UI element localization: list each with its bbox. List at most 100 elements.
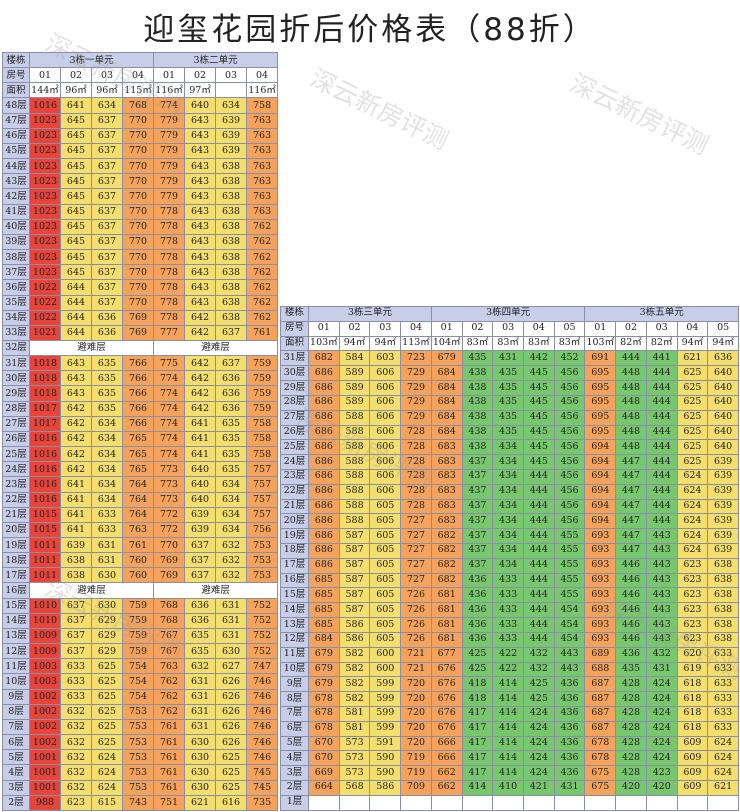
room-row: 房号 01 02 03 04 01 02 03 04 — [2, 67, 279, 84]
price-cell: 448 — [615, 365, 647, 382]
price-cell: 643 — [184, 279, 217, 296]
price-cell: 605 — [369, 587, 402, 604]
price-cell: 746 — [246, 734, 279, 751]
price-cell: 1002 — [29, 718, 61, 736]
room-number: 03 — [91, 67, 123, 84]
floor-row: 7层 678 581 599 720 676 417 414 424 436 687 428 424 61… — [280, 705, 739, 722]
price-cell: 589 — [338, 365, 371, 382]
price-cell: 626 — [215, 734, 248, 751]
floor-row: 29层 1018 643 635 766 774 642 636 759 — [2, 385, 279, 402]
price-cell: 456 — [553, 409, 586, 426]
room-label: 房号 — [2, 67, 30, 84]
floor-row: 42层 1023 645 637 770 779 643 638 763 — [2, 188, 279, 205]
price-cell: 681 — [430, 631, 463, 648]
price-cell: 686 — [308, 528, 340, 544]
room-number: 01 — [584, 320, 617, 337]
price-cell: 720 — [400, 735, 432, 752]
price-cell: 726 — [400, 631, 432, 648]
price-cell: 770 — [121, 264, 155, 281]
refuge-floor: 避难层 — [153, 339, 279, 357]
price-cell: 438 — [461, 365, 494, 382]
price-cell: 626 — [215, 688, 248, 705]
floor-label: 25层 — [2, 446, 30, 463]
price-cell: 645 — [60, 158, 92, 175]
floor-label: 4层 — [280, 750, 309, 767]
price-cell: 589 — [338, 380, 371, 396]
price-cell: 766 — [121, 355, 155, 372]
price-cell: 670 — [308, 735, 340, 752]
price-cell: 446 — [615, 602, 647, 619]
price-cell: 764 — [121, 491, 155, 508]
floor-label: 46层 — [2, 127, 30, 144]
price-cell: 694 — [584, 483, 617, 500]
price-cell: 632 — [215, 552, 248, 569]
floor-row: 31层 682 584 603 723 679 435 431 442 452 691 444 441 6… — [280, 350, 739, 367]
price-cell: 624 — [676, 483, 709, 500]
price-cell: 609 — [676, 765, 709, 781]
price-cell: 625 — [676, 394, 709, 411]
price-cell: 606 — [369, 424, 402, 441]
unit-area: 83㎡ — [522, 335, 555, 352]
price-cell: 605 — [369, 572, 402, 589]
floor-row: 31层 1018 643 635 766 775 642 637 759 — [2, 355, 279, 372]
floor-label: 36层 — [2, 279, 30, 296]
price-cell: 681 — [430, 617, 463, 633]
price-cell: 691 — [584, 350, 617, 367]
price-cell: 643 — [60, 370, 92, 387]
unit-area: 82㎡ — [615, 335, 647, 352]
price-cell: 679 — [430, 350, 463, 367]
building-label: 楼栋 — [280, 306, 309, 322]
price-cell: 686 — [308, 513, 340, 530]
price-cell: 414 — [492, 720, 524, 737]
price-cell: 638 — [60, 552, 92, 569]
price-cell: 767 — [153, 643, 186, 660]
price-cell: 757 — [246, 506, 279, 523]
price-cell: 633 — [91, 506, 123, 523]
price-cell: 621 — [707, 780, 739, 796]
floor-label: 24层 — [2, 461, 30, 478]
floor-label: 22层 — [2, 491, 30, 508]
price-cell: 747 — [246, 658, 279, 675]
room-label: 房号 — [280, 320, 309, 337]
price-cell: 637 — [91, 233, 123, 251]
price-cell: 456 — [553, 394, 586, 411]
floor-row: 3层 1001 632 624 753 761 630 625 745 — [2, 779, 279, 796]
price-cell: 636 — [707, 350, 739, 367]
price-cell: 641 — [60, 97, 92, 114]
price-cell: 762 — [246, 218, 279, 235]
room-number: 02 — [461, 320, 494, 337]
price-cell: 758 — [246, 430, 279, 448]
floor-row: 1层 — [280, 794, 739, 811]
price-cell: 586 — [338, 631, 371, 648]
floor-row: 28层 1017 642 635 766 774 642 636 759 — [2, 400, 279, 417]
price-cell: 589 — [338, 394, 371, 411]
unit-area: 96㎡ — [60, 82, 92, 99]
price-cell: 686 — [308, 557, 340, 574]
price-cell: 638 — [707, 631, 739, 648]
floor-label: 39层 — [2, 233, 30, 251]
floor-label: 31层 — [2, 355, 30, 372]
price-cell: 630 — [184, 779, 217, 796]
price-cell: 757 — [246, 491, 279, 508]
price-cell: 684 — [430, 424, 463, 441]
room-number: 01 — [430, 320, 463, 337]
price-cell: 425 — [522, 691, 555, 707]
price-cell: 605 — [369, 528, 402, 544]
price-cell: 444 — [645, 394, 678, 411]
price-cell: 436 — [553, 691, 586, 707]
price-cell: 746 — [246, 673, 279, 690]
price-cell: 636 — [91, 309, 123, 326]
price-cell: 637 — [91, 112, 123, 129]
price-cell: 428 — [615, 691, 647, 707]
price-cell: 448 — [615, 424, 647, 441]
price-cell: 687 — [584, 691, 617, 707]
price-cell: 752 — [246, 627, 279, 645]
floor-label: 17层 — [2, 567, 30, 584]
price-cell: 624 — [676, 528, 709, 544]
price-cell: 606 — [369, 394, 402, 411]
price-cell: 436 — [553, 720, 586, 737]
price-cell: 434 — [492, 498, 524, 515]
price-cell: 762 — [153, 673, 186, 690]
unit-area: 115㎡ — [121, 82, 155, 99]
floor-row: 47层 1023 645 637 770 779 643 639 763 — [2, 112, 279, 129]
